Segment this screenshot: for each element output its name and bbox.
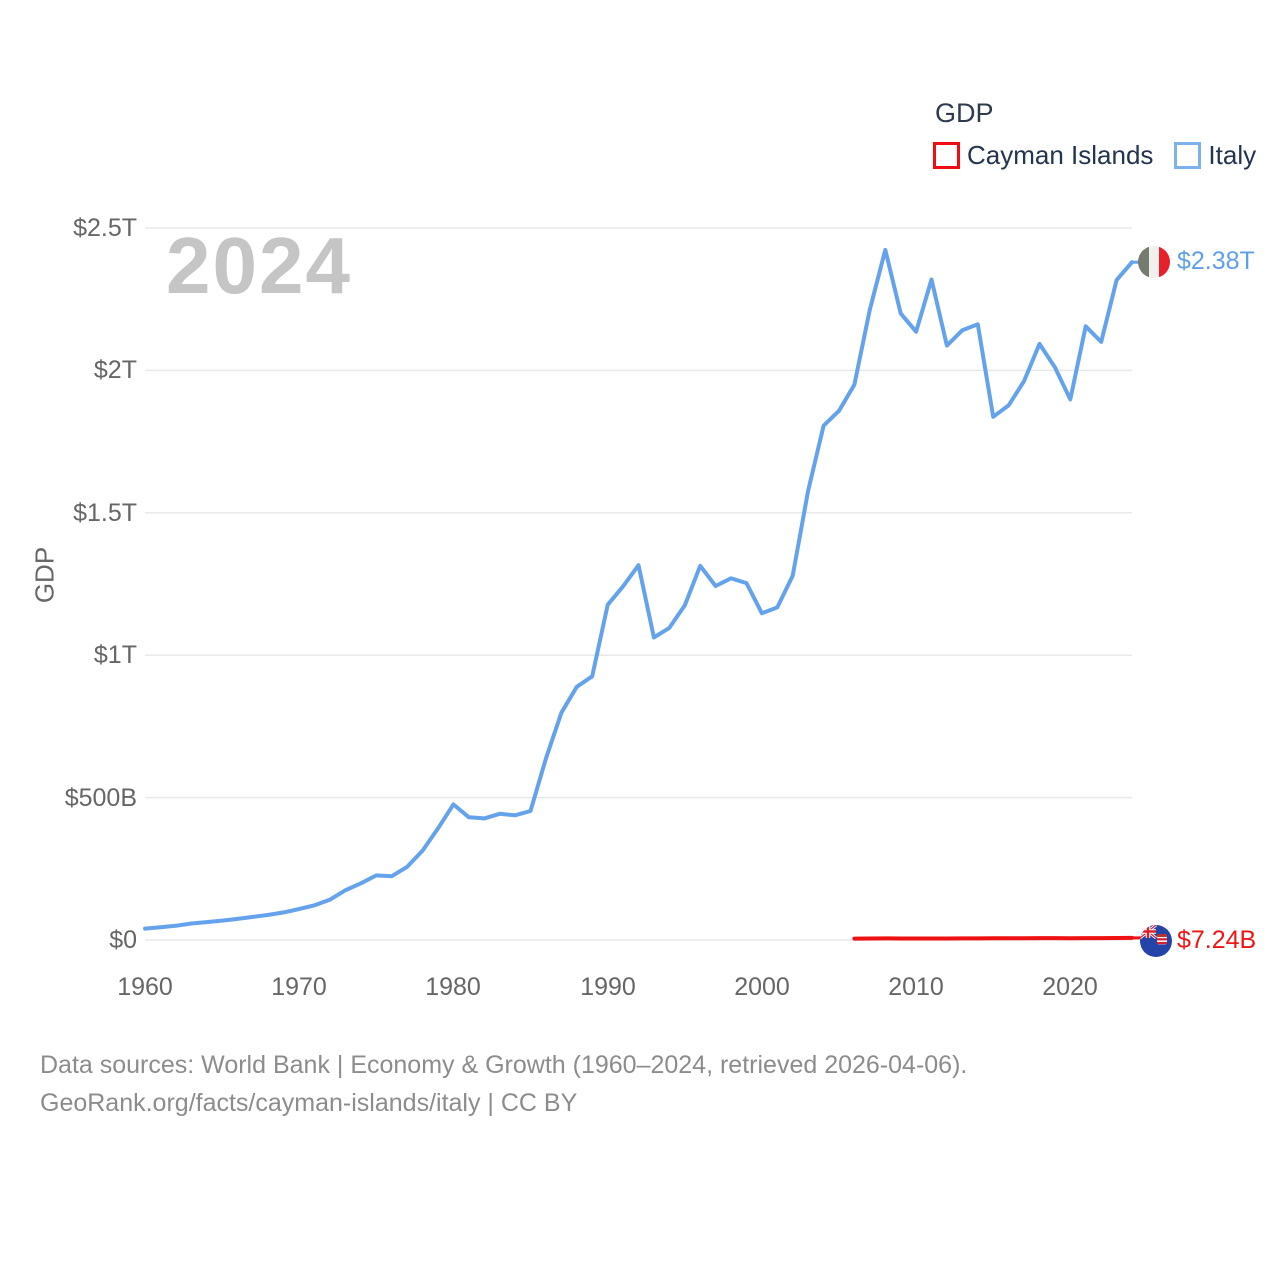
x-axis-tick-label: 1970	[271, 973, 327, 1001]
x-axis-tick-label: 2010	[888, 973, 944, 1001]
legend: GDP Cayman Islands Italy	[933, 98, 1256, 171]
y-axis-tick-label: $1T	[93, 641, 137, 669]
x-axis-tick-label: 2000	[734, 973, 790, 1001]
cayman-islands-flag-icon	[1140, 925, 1172, 957]
y-axis-tick-label: $1.5T	[73, 499, 137, 527]
y-axis-tick-label: $2T	[93, 356, 137, 384]
x-axis-tick-label: 1960	[117, 973, 173, 1001]
x-axis-tick-label: 2020	[1042, 973, 1098, 1001]
y-axis-tick-label: $2.5T	[73, 214, 137, 242]
legend-item-cayman-islands[interactable]: Cayman Islands	[933, 140, 1153, 171]
legend-item-italy[interactable]: Italy	[1174, 140, 1256, 171]
legend-title: GDP	[935, 98, 994, 128]
italy-flag-icon	[1138, 246, 1170, 278]
y-axis-tick-label: $0	[109, 926, 137, 954]
x-axis-tick-label: 1990	[580, 973, 636, 1001]
watermark-year: 2024	[166, 221, 352, 310]
italy-swatch-icon	[1174, 142, 1202, 169]
italy-end-value-label: $2.38T	[1177, 247, 1255, 275]
x-axis-tick-label: 1980	[425, 973, 481, 1001]
legend-item-label: Cayman Islands	[967, 140, 1154, 170]
cayman-islands-end-value-label: $7.24B	[1177, 926, 1257, 954]
legend-items: Cayman Islands Italy	[933, 140, 1256, 171]
footer-data-sources: Data sources: World Bank | Economy & Gro…	[40, 1051, 968, 1079]
cayman-islands-swatch-icon	[933, 142, 960, 169]
y-axis-title: GDP	[29, 546, 60, 604]
y-axis-tick-label: $500B	[64, 784, 137, 812]
legend-item-label: Italy	[1208, 140, 1257, 170]
footer-attribution[interactable]: GeoRank.org/facts/cayman-islands/italy |…	[40, 1089, 578, 1117]
footer: Data sources: World Bank | Economy & Gro…	[40, 1046, 967, 1122]
